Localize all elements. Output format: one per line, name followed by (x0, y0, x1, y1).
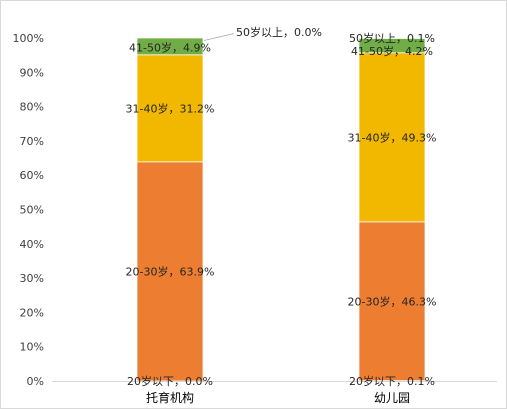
y-tick-label: 30% (20, 272, 44, 285)
y-tick-label: 10% (20, 341, 44, 354)
data-label: 31-40岁，31.2% (126, 101, 215, 115)
y-tick-label: 50% (20, 204, 44, 217)
bar-segment (136, 161, 204, 382)
data-label: 20-30岁，46.3% (348, 294, 437, 308)
data-label: 20岁以下，0.1% (349, 374, 435, 388)
y-tick-label: 40% (20, 238, 44, 251)
y-tick-label: 60% (20, 169, 44, 182)
data-label: 41-50岁，4.2% (351, 44, 433, 58)
data-label: 50岁以上，0.0% (236, 25, 322, 39)
data-label: 41-50岁，4.9% (129, 40, 211, 54)
y-tick-label: 80% (20, 101, 44, 114)
category-label: 幼儿园 (374, 391, 410, 405)
bar-segment (358, 52, 426, 223)
data-label: 50岁以上，0.1% (349, 31, 435, 45)
data-label: 20岁以下，0.0% (127, 374, 213, 388)
bar-segment (136, 37, 204, 56)
leader-line (203, 33, 235, 41)
y-tick-label: 70% (20, 135, 44, 148)
y-tick-label: 20% (20, 306, 44, 319)
y-tick-label: 90% (20, 66, 44, 79)
data-label: 31-40岁，49.3% (348, 130, 437, 144)
bar-segment (358, 221, 426, 382)
y-tick-label: 0% (27, 375, 44, 388)
y-tick-label: 100% (13, 32, 44, 45)
category-label: 托育机构 (146, 390, 194, 405)
data-label: 20-30岁，63.9% (126, 264, 215, 278)
